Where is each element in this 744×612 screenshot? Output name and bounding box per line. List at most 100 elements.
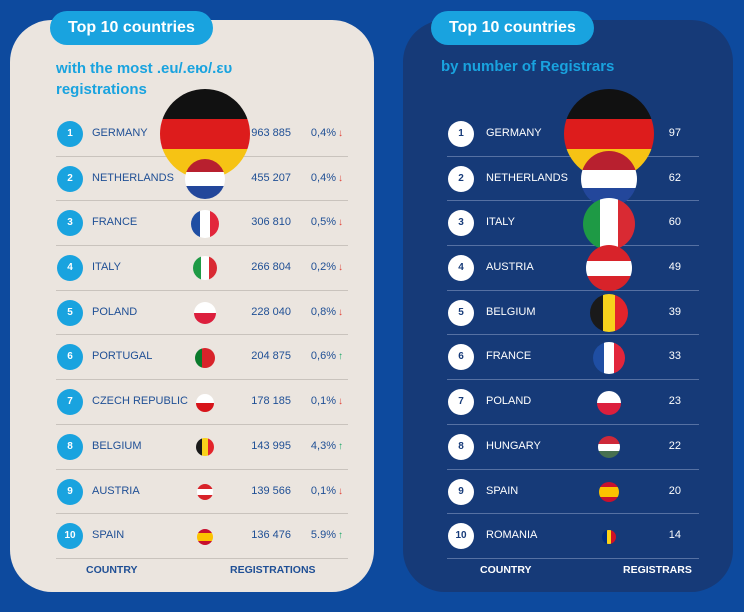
change-label: 0,6% ↑ (310, 350, 343, 363)
change-label: 0,8% ↓ (310, 305, 343, 318)
value-label: 143 995 (251, 439, 291, 452)
rank-badge: 4 (57, 255, 83, 282)
table-row: 9 SPAIN 20 (447, 470, 699, 515)
table-row: 7 CZECH REPUBLIC 178 185 0,1% ↓ (56, 380, 348, 425)
country-name: GERMANY (92, 127, 148, 139)
arrow-down-icon: ↓ (338, 396, 343, 408)
rank-badge: 8 (448, 433, 474, 460)
table-row: 7 POLAND 23 (447, 380, 699, 425)
country-name: NETHERLANDS (486, 171, 568, 184)
country-name: PORTUGAL (92, 350, 153, 363)
value-label: 62 (668, 171, 681, 184)
fr-flag-icon (593, 341, 625, 374)
left-column-registrations-header: REGISTRATIONS (230, 564, 316, 576)
arrow-up-icon: ↑ (338, 351, 343, 363)
country-name: AUSTRIA (92, 484, 140, 497)
value-label: 97 (668, 127, 681, 139)
hu-flag-icon (598, 436, 620, 459)
rank-badge: 2 (57, 165, 83, 192)
at-flag-icon (197, 483, 213, 500)
ro-flag-icon (602, 529, 616, 544)
arrow-up-icon: ↑ (338, 530, 343, 542)
value-label: 23 (668, 395, 681, 408)
table-row: 4 ITALY 266 804 0,2% ↓ (56, 246, 348, 291)
country-name: ITALY (92, 261, 121, 274)
country-name: FRANCE (92, 216, 138, 229)
change-label: 4,3% ↑ (310, 439, 343, 452)
arrow-up-icon: ↑ (338, 440, 343, 452)
rank-badge: 10 (448, 523, 474, 550)
country-name: ITALY (486, 216, 515, 229)
rank-badge: 7 (57, 389, 83, 416)
table-row: 10 ROMANIA 14 (447, 514, 699, 559)
nl-flag-icon (185, 159, 225, 200)
value-label: 228 040 (251, 305, 291, 318)
arrow-down-icon: ↓ (338, 485, 343, 497)
value-label: 39 (668, 305, 681, 318)
arrow-down-icon: ↓ (338, 128, 343, 139)
country-name: GERMANY (486, 127, 542, 139)
pl-flag-icon (194, 302, 216, 325)
rank-badge: 9 (57, 478, 83, 505)
country-name: HUNGARY (486, 439, 541, 452)
change-label: 5.9% ↑ (310, 529, 343, 542)
right-panel-subtitle: by number of Registrars (441, 58, 615, 75)
registrations-table: 1 GERMANY 963 885 0,4% ↓ 2 NETHERLANDS 455 207 0… (56, 89, 348, 559)
right-panel-tag: Top 10 countries (431, 11, 594, 45)
change-label: 0,4% ↓ (310, 171, 343, 184)
it-flag-icon (583, 197, 635, 250)
pl-flag-icon (597, 390, 621, 415)
value-label: 14 (668, 529, 681, 542)
table-row: 9 AUSTRIA 139 566 0,1% ↓ (56, 470, 348, 515)
value-label: 22 (668, 439, 681, 452)
left-column-country-header: COUNTRY (86, 564, 138, 576)
table-row: 8 BELGIUM 143 995 4,3% ↑ (56, 425, 348, 470)
change-label: 0,4% ↓ (310, 127, 343, 139)
country-name: SPAIN (486, 484, 519, 497)
change-label: 0,1% ↓ (310, 395, 343, 408)
rank-badge: 1 (57, 121, 83, 147)
country-name: CZECH REPUBLIC (92, 395, 188, 408)
value-label: 136 476 (251, 529, 291, 542)
change-label: 0,5% ↓ (310, 216, 343, 229)
value-label: 963 885 (251, 127, 291, 139)
country-name: BELGIUM (92, 439, 142, 452)
be-flag-icon (590, 294, 628, 333)
value-label: 266 804 (251, 261, 291, 274)
registrars-table: 1 GERMANY 97 2 NETHERLANDS 62 3 ITALY 60 4 AUSTRIA… (447, 89, 699, 559)
es-flag-icon (599, 481, 619, 502)
table-row: 3 FRANCE 306 810 0,5% ↓ (56, 201, 348, 247)
value-label: 178 185 (251, 395, 291, 408)
table-row: 2 NETHERLANDS 62 (447, 157, 699, 202)
country-name: FRANCE (486, 350, 532, 363)
rank-badge: 6 (448, 344, 474, 371)
rank-badge: 8 (57, 433, 83, 460)
change-label: 0,1% ↓ (310, 484, 343, 497)
rank-badge: 2 (448, 165, 474, 192)
at-flag-icon (586, 245, 632, 292)
fr-flag-icon (191, 209, 219, 238)
arrow-down-icon: ↓ (338, 217, 343, 229)
table-row: 6 PORTUGAL 204 875 0,6% ↑ (56, 335, 348, 381)
value-label: 139 566 (251, 484, 291, 497)
right-column-country-header: COUNTRY (480, 564, 532, 576)
rank-badge: 6 (57, 344, 83, 371)
es-flag-icon (197, 528, 213, 545)
table-row: 5 POLAND 228 040 0,8% ↓ (56, 291, 348, 336)
country-name: POLAND (486, 395, 532, 408)
left-panel-tag: Top 10 countries (50, 11, 213, 45)
table-row: 6 FRANCE 33 (447, 335, 699, 381)
arrow-down-icon: ↓ (338, 262, 343, 274)
table-row: 5 BELGIUM 39 (447, 291, 699, 336)
pt-flag-icon (195, 347, 215, 368)
right-column-registrars-header: REGISTRARS (623, 564, 692, 576)
value-label: 306 810 (251, 216, 291, 229)
rank-badge: 7 (448, 389, 474, 416)
table-row: 1 GERMANY 963 885 0,4% ↓ (56, 112, 348, 157)
table-row: 3 ITALY 60 (447, 201, 699, 247)
country-name: POLAND (92, 305, 138, 318)
it-flag-icon (193, 256, 217, 281)
country-name: NETHERLANDS (92, 171, 174, 184)
country-name: SPAIN (92, 529, 125, 542)
rank-badge: 9 (448, 478, 474, 505)
